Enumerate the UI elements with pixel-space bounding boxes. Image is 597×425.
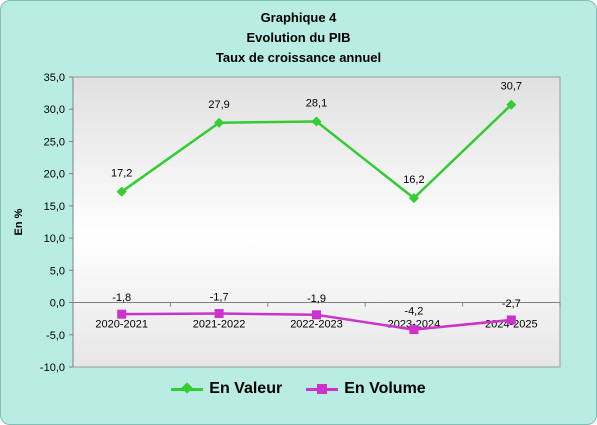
data-point — [214, 309, 224, 319]
legend-label-valeur: En Valeur — [209, 380, 283, 397]
legend-label-volume: En Volume — [344, 380, 426, 397]
data-label: -1,8 — [112, 292, 131, 304]
x-tick-label: 2020-2021 — [95, 319, 148, 331]
data-label: 16,2 — [403, 174, 424, 186]
data-label: 17,2 — [111, 168, 132, 180]
y-axis: 35,0 30,0 25,0 20,0 15,0 10,0 5,0 0,0 -5,0 -10,0 — [40, 72, 74, 374]
legend-swatch-volume — [306, 383, 339, 395]
series-en-volume: -1,8 -1,7 -1,9 -4,2 -2,7 — [112, 292, 521, 335]
data-point — [506, 315, 516, 325]
legend-item-volume: En Volume — [306, 380, 426, 398]
data-label: 28,1 — [306, 97, 327, 109]
series-layer: 17,2 27,9 28,1 16,2 30,7 -1,8 -1,7 -1,9 -4,2 -2,7 — [111, 81, 522, 335]
data-point — [506, 99, 517, 110]
data-point — [409, 325, 419, 335]
y-tick-label: 10,0 — [44, 233, 65, 245]
data-label: -1,9 — [307, 293, 326, 305]
data-label: 27,9 — [208, 99, 229, 111]
data-point — [117, 309, 127, 319]
chart-title-line-2: Evolution du PIB — [246, 30, 351, 45]
data-label: 30,7 — [501, 81, 522, 93]
y-tick-label: -10,0 — [40, 362, 65, 374]
legend-item-valeur: En Valeur — [171, 380, 282, 398]
x-tick-label: 2022-2023 — [290, 319, 343, 331]
y-tick-label: 25,0 — [44, 136, 65, 148]
data-point — [116, 186, 127, 197]
data-label: -1,7 — [210, 292, 229, 304]
data-label: -4,2 — [404, 306, 423, 318]
y-tick-label: 5,0 — [50, 265, 65, 277]
x-tick-label: 2021-2022 — [193, 319, 246, 331]
data-point — [311, 116, 322, 127]
data-point — [408, 193, 419, 204]
y-tick-label: 35,0 — [44, 72, 65, 84]
chart-title-line-3: Taux de croissance annuel — [215, 50, 382, 65]
legend-swatch-valeur — [171, 382, 204, 395]
y-tick-label: 15,0 — [44, 201, 65, 213]
legend: En Valeur En Volume — [0, 380, 597, 398]
data-point — [214, 117, 225, 128]
y-tick-label: 30,0 — [44, 104, 65, 116]
chart-title-line-1: Graphique 4 — [260, 10, 337, 25]
y-tick-label: -5,0 — [46, 330, 65, 342]
data-point — [312, 310, 321, 320]
data-label: -2,7 — [502, 298, 521, 310]
series-en-valeur: 17,2 27,9 28,1 16,2 30,7 — [111, 81, 522, 204]
y-tick-label: 20,0 — [44, 169, 65, 181]
y-axis-label: En % — [13, 208, 25, 235]
y-tick-label: 0,0 — [50, 298, 65, 310]
